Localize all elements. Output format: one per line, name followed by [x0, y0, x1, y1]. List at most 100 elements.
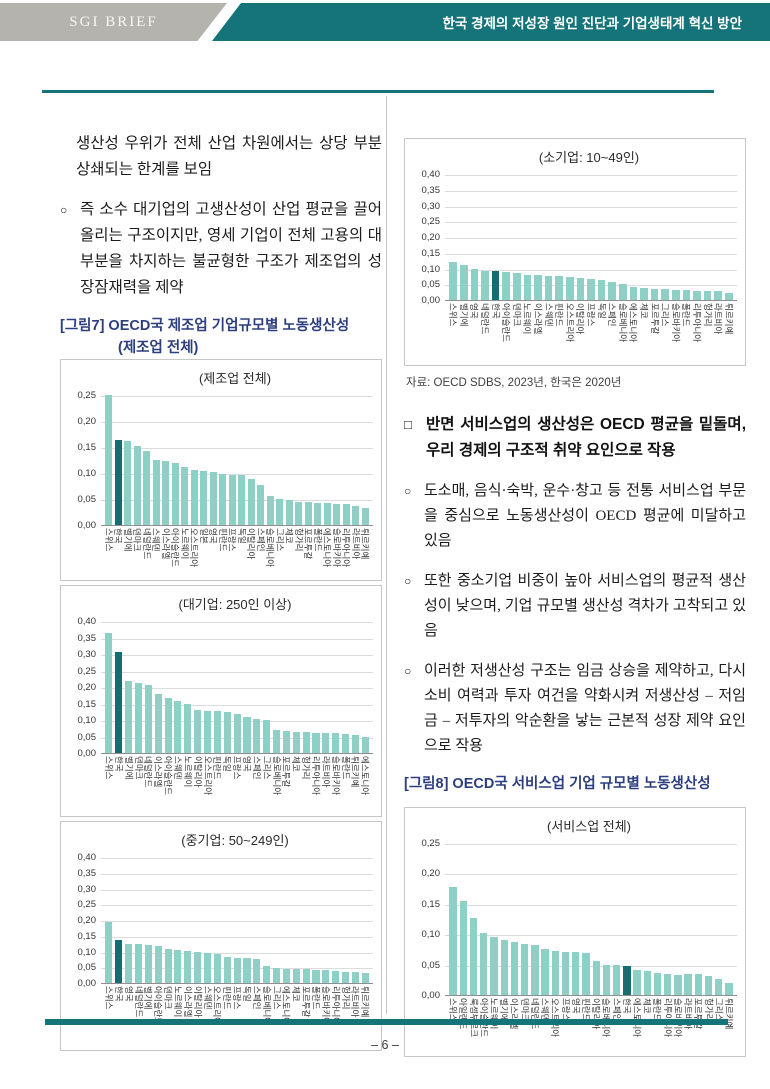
y-tick-label: 0,25 — [77, 665, 97, 677]
bar — [154, 946, 162, 983]
x-tick-label: 스웨덴 — [540, 998, 551, 1022]
bar — [174, 950, 182, 983]
x-tick-cell: 이탈리아 — [193, 984, 203, 1046]
bullet-text: 즉 소수 대기업의 고생산성이 산업 평균을 끌어올리는 구조이지만, 영세 기… — [80, 201, 382, 296]
bar-cell — [596, 279, 607, 300]
bar — [520, 943, 529, 995]
bar-cell — [104, 632, 114, 753]
x-tick-label: 영국 — [570, 998, 581, 1014]
x-tick-label: 슬로베니아 — [265, 528, 276, 568]
bar-cell — [649, 288, 660, 300]
bar — [213, 711, 221, 753]
bar — [144, 944, 152, 983]
brand-banner: SGI BRIEF — [0, 3, 227, 41]
bar — [684, 974, 692, 995]
bar-cell — [311, 970, 321, 983]
bar — [671, 289, 680, 300]
x-tick-label: 룩셈부르크 — [468, 998, 479, 1038]
x-tick-label: 이탈리아 — [575, 303, 586, 335]
bar-cell — [183, 704, 193, 753]
x-tick-label: 스페인 — [255, 528, 266, 552]
bar — [314, 502, 322, 525]
bar — [219, 474, 227, 525]
bar-cell — [692, 290, 703, 300]
bar-cell — [448, 261, 459, 300]
x-tick-label: 폴란드 — [340, 756, 351, 780]
x-tick-cell: 포르투갈 — [303, 526, 313, 576]
bar-cell — [193, 710, 203, 753]
x-tick-label: 이탈리아 — [192, 986, 203, 1018]
gridline — [101, 873, 373, 875]
bar — [223, 957, 231, 983]
bar-cell — [540, 948, 550, 995]
bar-cell — [133, 445, 143, 525]
y-tick-label: 0,00 — [421, 295, 441, 306]
x-tick-label: 폴란드 — [312, 528, 323, 552]
bar — [342, 734, 350, 753]
x-tick-cell: 체코 — [284, 526, 294, 576]
bar-cell — [142, 451, 152, 525]
x-tick-label: 스페인 — [607, 303, 618, 327]
bar — [460, 265, 468, 300]
bar-cell — [489, 936, 499, 995]
bar — [612, 964, 621, 995]
chart-title: (중기업: 50~249인) — [181, 833, 289, 848]
x-tick-cell: 포르투갈 — [281, 754, 291, 812]
bullet-item: ○ 이러한 저생산성 구조는 임금 상승을 제약하고, 다시 소비 여력과 투자… — [404, 659, 746, 759]
bar-cell — [591, 960, 601, 995]
bar-cell — [228, 474, 238, 525]
bar — [459, 901, 467, 995]
x-tick-label: 스페인 — [251, 986, 262, 1010]
bar-cell — [723, 293, 734, 300]
x-tick-cell: 헝가리 — [341, 984, 351, 1046]
bar-cell — [673, 974, 683, 995]
x-tick-cell: 리투아니아 — [311, 754, 321, 812]
x-tick-cell: 벨기에 — [459, 301, 470, 361]
bar-cell — [321, 970, 331, 983]
bar — [555, 276, 564, 300]
bar — [125, 944, 133, 983]
bar-cell — [323, 503, 333, 525]
figure7-caption-line2: (제조업 전체) — [118, 340, 199, 356]
bar — [618, 283, 627, 300]
x-tick-cell: 슬로베니아 — [618, 301, 629, 361]
bar — [164, 697, 172, 753]
bar-cell — [199, 471, 209, 525]
x-tick-label: 아이슬란드 — [170, 528, 181, 568]
bar-cell — [180, 466, 190, 525]
x-tick-label: 한국 — [621, 998, 632, 1014]
x-tick-label: 핀란드 — [580, 998, 591, 1022]
bar-cell — [571, 952, 581, 995]
x-tick-label: 리투아니아 — [341, 528, 352, 568]
bar-cell — [203, 952, 213, 983]
bar — [292, 968, 300, 983]
bar — [253, 959, 261, 983]
bar — [304, 502, 312, 525]
gridline — [101, 655, 373, 656]
gridline — [101, 638, 373, 640]
x-tick-label: 에스토니아 — [632, 998, 643, 1038]
bar-cell — [285, 500, 295, 525]
x-tick-label: 슬로바키아 — [331, 528, 342, 568]
x-tick-label: 스위스 — [103, 528, 114, 552]
x-tick-label: 영국 — [241, 756, 252, 772]
x-tick-cell: 튀르키예 — [360, 526, 370, 576]
x-tick-cell: 에스토니아 — [322, 526, 332, 576]
bar-cell — [256, 484, 266, 525]
bar-cell — [331, 971, 341, 983]
bar-cell — [522, 274, 533, 300]
bar-cell — [294, 501, 304, 525]
y-tick-label: 0,40 — [421, 169, 441, 180]
bar-highlight-korea — [115, 939, 123, 983]
figure7-caption: [그림7] OECD국 제조업 기업규모별 노동생산성 (제조업 전체) — [60, 315, 382, 359]
x-tick-cell: 한국 — [114, 754, 124, 812]
bar-cell — [262, 720, 272, 753]
bar — [322, 733, 330, 753]
bar — [233, 957, 241, 983]
gridline — [101, 474, 373, 475]
x-tick-label: 덴마크 — [511, 303, 522, 327]
x-tick-cell: 라트비아 — [350, 984, 360, 1046]
bar-cell — [554, 276, 565, 300]
bar-cell — [581, 953, 591, 995]
x-tick-label: 스페인 — [251, 756, 262, 780]
